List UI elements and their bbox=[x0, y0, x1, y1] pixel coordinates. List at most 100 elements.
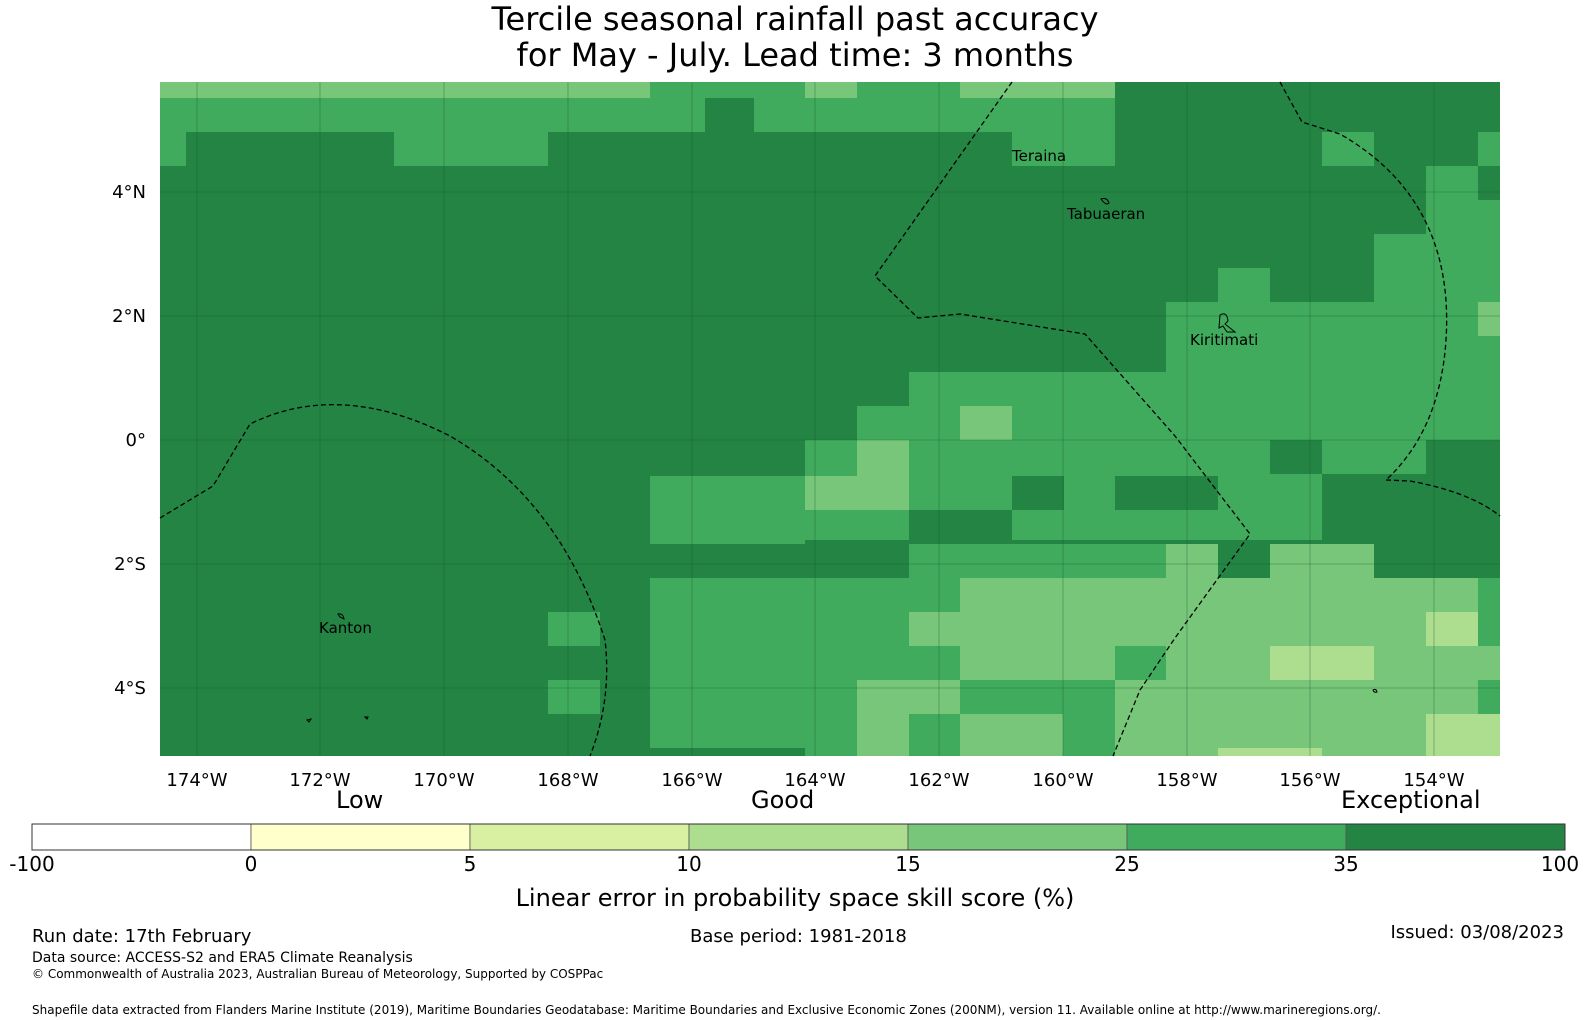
cell bbox=[1374, 234, 1500, 302]
lon-tick-label: 166°W bbox=[661, 770, 722, 791]
cell bbox=[1322, 132, 1374, 166]
cell bbox=[1115, 82, 1500, 98]
cell bbox=[1322, 474, 1500, 544]
place-label-teraina: Teraina bbox=[1011, 147, 1066, 165]
kiritimati-island bbox=[1218, 313, 1237, 333]
cell bbox=[548, 612, 600, 646]
kanton-island bbox=[337, 613, 345, 620]
copyright: © Commonwealth of Australia 2023, Austra… bbox=[32, 967, 604, 981]
cell bbox=[650, 82, 805, 98]
cell bbox=[1426, 612, 1478, 646]
cell bbox=[960, 406, 1012, 440]
lat-tick-label: 4°N bbox=[112, 182, 146, 203]
cell bbox=[857, 406, 909, 442]
cell bbox=[1166, 646, 1270, 680]
issued-date: Issued: 03/08/2023 bbox=[1390, 922, 1564, 943]
colorbar-category-low: Low bbox=[336, 786, 384, 814]
lon-tick-label: 154°W bbox=[1403, 770, 1464, 791]
cell bbox=[1478, 200, 1500, 234]
place-label-kanton: Kanton bbox=[319, 619, 372, 637]
cell bbox=[1218, 268, 1270, 302]
colorbar-segment bbox=[907, 823, 1128, 851]
cell bbox=[909, 714, 960, 756]
cell bbox=[1218, 748, 1322, 756]
lon-tick-label: 170°W bbox=[413, 770, 474, 791]
small-island bbox=[306, 718, 313, 723]
lon-tick-label: 156°W bbox=[1279, 770, 1340, 791]
cell bbox=[1478, 132, 1500, 166]
skill-cells bbox=[160, 82, 1500, 756]
colorbar-tick: 35 bbox=[1333, 852, 1359, 876]
lat-tick-label: 2°N bbox=[112, 306, 146, 327]
cell bbox=[1012, 476, 1064, 510]
colorbar-segment bbox=[1345, 823, 1566, 851]
graticule bbox=[160, 82, 1500, 756]
base-period: Base period: 1981-2018 bbox=[690, 926, 907, 947]
colorbar-segment bbox=[1126, 823, 1347, 851]
colorbar-tick: 25 bbox=[1114, 852, 1140, 876]
colorbar-category-exceptional: Exceptional bbox=[1341, 786, 1481, 814]
lat-tick-label: 4°S bbox=[114, 678, 146, 699]
run-date: Run date: 17th February bbox=[32, 926, 252, 947]
cell bbox=[1478, 302, 1500, 336]
cell bbox=[754, 98, 1115, 132]
cell bbox=[960, 714, 1063, 756]
colorbar-category-good: Good bbox=[751, 786, 815, 814]
cell bbox=[650, 748, 805, 756]
islands bbox=[306, 198, 1378, 723]
cell bbox=[1426, 166, 1478, 234]
lat-tick-label: 2°S bbox=[114, 554, 146, 575]
lon-tick-label: 174°W bbox=[166, 770, 227, 791]
cell bbox=[805, 82, 857, 98]
colorbar-tick: 10 bbox=[676, 852, 702, 876]
cell bbox=[1270, 646, 1374, 680]
cell bbox=[960, 646, 1115, 680]
cell bbox=[1374, 646, 1500, 680]
cell bbox=[960, 578, 1478, 612]
cell bbox=[650, 476, 805, 544]
cell bbox=[857, 440, 909, 476]
lon-tick-label: 168°W bbox=[537, 770, 598, 791]
map-title-line-1: Tercile seasonal rainfall past accuracy bbox=[491, 0, 1099, 38]
cell bbox=[909, 544, 1166, 578]
colorbar-tick: 100 bbox=[1540, 852, 1580, 876]
cell bbox=[160, 98, 705, 132]
cell bbox=[160, 132, 186, 166]
small-island bbox=[363, 716, 369, 720]
lon-tick-label: 158°W bbox=[1156, 770, 1217, 791]
place-label-kiritimati: Kiritimati bbox=[1190, 331, 1258, 349]
cell bbox=[1115, 680, 1426, 756]
small-island bbox=[1372, 688, 1378, 693]
cell bbox=[909, 510, 1012, 544]
colorbar-tick: 5 bbox=[463, 852, 477, 876]
colorbar-tick: 15 bbox=[895, 852, 921, 876]
colorbar-tick: -100 bbox=[9, 852, 55, 876]
eez-boundaries bbox=[159, 81, 1501, 757]
colorbar-segment bbox=[688, 823, 909, 851]
colorbar bbox=[31, 823, 1566, 851]
data-source: Data source: ACCESS-S2 and ERA5 Climate … bbox=[32, 950, 413, 966]
cell bbox=[1166, 544, 1218, 578]
map-title-line-2: for May - July. Lead time: 3 months bbox=[516, 36, 1074, 74]
place-label-tabuaeran: Tabuaeran bbox=[1066, 205, 1145, 223]
cell bbox=[805, 476, 909, 510]
lon-tick-label: 172°W bbox=[289, 770, 350, 791]
cell bbox=[1270, 544, 1374, 578]
colorbar-frame bbox=[31, 823, 1566, 851]
longitude-ticks: 174°W 172°W 170°W 168°W 166°W 164°W 162°… bbox=[166, 770, 1464, 791]
tabuaeran-island bbox=[1100, 198, 1110, 205]
latitude-ticks: 4°N 2°N 0° 2°S 4°S bbox=[112, 182, 146, 699]
cell bbox=[160, 82, 650, 98]
shapefile-credit: Shapefile data extracted from Flanders M… bbox=[32, 1003, 1381, 1017]
lon-tick-label: 164°W bbox=[784, 770, 845, 791]
cell bbox=[650, 544, 909, 578]
cell bbox=[909, 612, 1478, 646]
cell bbox=[1012, 132, 1115, 166]
cell bbox=[1426, 440, 1500, 474]
cell bbox=[394, 132, 548, 166]
cell bbox=[548, 680, 600, 714]
cell bbox=[857, 82, 960, 98]
cell bbox=[1115, 476, 1218, 510]
cell bbox=[1426, 714, 1500, 756]
